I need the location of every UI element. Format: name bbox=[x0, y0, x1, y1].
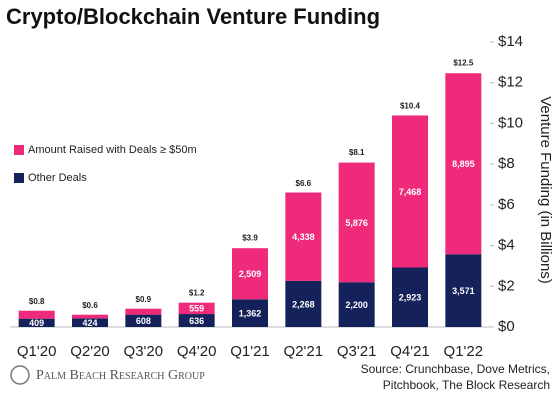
total-label: $1.2 bbox=[189, 289, 205, 298]
y-tick-label: $14 bbox=[498, 33, 523, 50]
segment-label: 636 bbox=[189, 316, 204, 326]
segment-label: 2,923 bbox=[399, 293, 422, 303]
bar-segment bbox=[125, 308, 162, 315]
total-label: $8.1 bbox=[349, 148, 365, 157]
x-tick-label: Q3'20 bbox=[124, 343, 164, 360]
y-axis-title: Venture Funding (in Billions) bbox=[537, 96, 554, 284]
y-tick-label: $6 bbox=[498, 196, 515, 213]
bar-segment bbox=[72, 314, 108, 319]
segment-label: 608 bbox=[136, 316, 151, 326]
y-tick-label: $4 bbox=[498, 237, 515, 254]
y-tick-label: $8 bbox=[498, 155, 515, 172]
bar-segment bbox=[125, 314, 162, 327]
brand-logo: Palm Beach Research Group bbox=[10, 365, 205, 385]
bar-segment bbox=[178, 302, 215, 315]
bar-segment bbox=[178, 314, 215, 327]
segment-label: 559 bbox=[189, 304, 204, 314]
bar-segment bbox=[445, 73, 482, 255]
x-tick-label: Q1'20 bbox=[17, 343, 57, 360]
segment-label: 3,571 bbox=[452, 286, 475, 296]
segment-label: 2,509 bbox=[239, 269, 262, 279]
total-label: $0.6 bbox=[82, 301, 98, 310]
bar-segment bbox=[232, 248, 268, 300]
x-tick-label: Q1'21 bbox=[230, 343, 270, 360]
x-tick-label: Q2'21 bbox=[284, 343, 324, 360]
y-tick-label: $10 bbox=[498, 114, 523, 131]
bar-segment bbox=[232, 299, 268, 327]
bar-segment bbox=[18, 310, 55, 319]
segment-label: 5,876 bbox=[345, 218, 368, 228]
bar-segment bbox=[18, 318, 55, 327]
y-tick-label: $2 bbox=[498, 277, 515, 294]
segment-label: 7,468 bbox=[399, 187, 422, 197]
total-label: $0.9 bbox=[136, 295, 152, 304]
legend-label: Other Deals bbox=[28, 172, 87, 184]
segment-label: 8,895 bbox=[452, 159, 475, 169]
total-label: $12.5 bbox=[453, 59, 474, 68]
bar-segment bbox=[445, 254, 482, 327]
source-note: Pitchbook, The Block Research bbox=[383, 378, 550, 392]
bar-segment bbox=[72, 318, 108, 327]
x-tick-label: Q4'21 bbox=[390, 343, 430, 360]
segment-label: 2,268 bbox=[292, 299, 315, 309]
total-label: $10.4 bbox=[400, 101, 421, 110]
brand-icon bbox=[10, 365, 30, 385]
segment-label: 424 bbox=[82, 318, 97, 328]
total-label: $0.8 bbox=[29, 297, 45, 306]
brand-name: Palm Beach Research Group bbox=[36, 368, 205, 383]
x-tick-label: Q4'20 bbox=[177, 343, 217, 360]
source-note: Source: Crunchbase, Dove Metrics, bbox=[361, 362, 550, 376]
bar-segment bbox=[392, 115, 428, 268]
x-tick-label: Q2'20 bbox=[70, 343, 110, 360]
segment-label: 409 bbox=[29, 318, 44, 328]
legend-swatch bbox=[14, 173, 24, 183]
chart-title: Crypto/Blockchain Venture Funding bbox=[6, 4, 380, 29]
x-tick-label: Q3'21 bbox=[337, 343, 377, 360]
legend-swatch bbox=[14, 145, 24, 155]
bar-segment bbox=[285, 192, 322, 281]
bar-segment bbox=[338, 282, 375, 327]
segment-label: 4,338 bbox=[292, 232, 315, 242]
segment-label: 2,200 bbox=[345, 300, 368, 310]
y-tick-label: $0 bbox=[498, 318, 515, 335]
bar-segment bbox=[392, 267, 428, 327]
total-label: $6.6 bbox=[296, 179, 312, 188]
bar-segment bbox=[285, 280, 322, 327]
segment-label: 1,362 bbox=[239, 309, 262, 319]
legend-label: Amount Raised with Deals ≥ $50m bbox=[28, 144, 197, 156]
total-label: $3.9 bbox=[242, 234, 258, 243]
x-tick-label: Q1'22 bbox=[444, 343, 484, 360]
y-tick-label: $12 bbox=[498, 74, 523, 91]
bar-segment bbox=[338, 162, 375, 283]
